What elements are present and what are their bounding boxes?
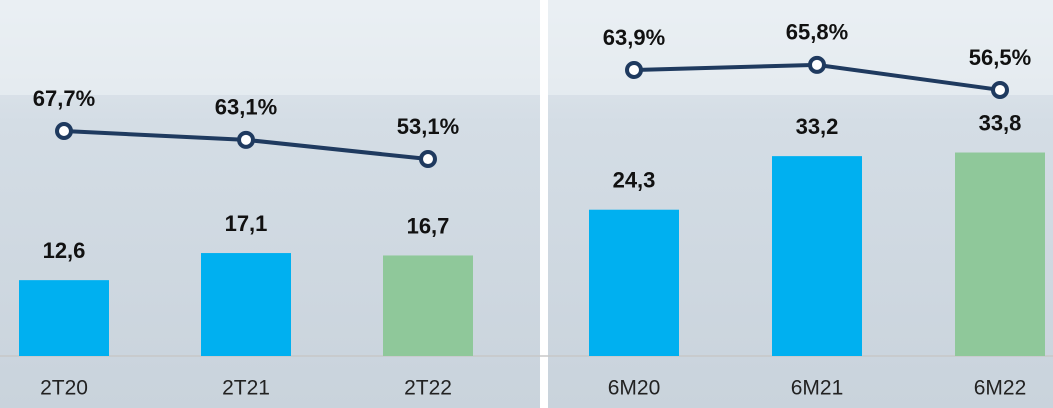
x-tick-label: 6M20 bbox=[608, 377, 661, 400]
line-value-label: 67,7% bbox=[33, 86, 95, 111]
line-value-label: 63,1% bbox=[215, 95, 277, 120]
x-tick-label: 6M22 bbox=[974, 377, 1027, 400]
bar bbox=[955, 153, 1045, 356]
bar-value-label: 33,2 bbox=[796, 114, 839, 139]
page: 12,6 2T20 17,1 2T21 16,7 2T22 67,7% 63,1% 53,1% 2… bbox=[0, 0, 1053, 408]
sky bbox=[0, 0, 1053, 95]
bar-value-label: 24,3 bbox=[613, 168, 656, 193]
line-value-label: 65,8% bbox=[786, 20, 848, 45]
x-tick-label: 6M21 bbox=[791, 377, 844, 400]
bar bbox=[383, 255, 473, 356]
bar bbox=[201, 253, 291, 356]
line-value-label: 63,9% bbox=[603, 25, 665, 50]
line-point bbox=[810, 58, 824, 72]
bar-value-label: 33,8 bbox=[979, 110, 1022, 135]
x-tick-label: 2T22 bbox=[404, 377, 452, 400]
line-point bbox=[627, 63, 641, 77]
bar-value-label: 16,7 bbox=[407, 213, 450, 238]
line-point bbox=[421, 152, 435, 166]
x-tick-label: 2T20 bbox=[40, 377, 88, 400]
bar bbox=[589, 210, 679, 356]
bar bbox=[772, 156, 862, 356]
divider bbox=[540, 0, 548, 408]
line-point bbox=[57, 124, 71, 138]
line-value-label: 56,5% bbox=[969, 45, 1031, 70]
line-point bbox=[993, 83, 1007, 97]
x-tick-label: 2T21 bbox=[222, 377, 270, 400]
chart: 12,6 2T20 17,1 2T21 16,7 2T22 67,7% 63,1% 53,1% 2… bbox=[0, 0, 1053, 408]
bar bbox=[19, 280, 109, 356]
line-point bbox=[239, 133, 253, 147]
bar-value-label: 12,6 bbox=[43, 238, 86, 263]
line-value-label: 53,1% bbox=[397, 114, 459, 139]
bar-value-label: 17,1 bbox=[225, 211, 268, 236]
